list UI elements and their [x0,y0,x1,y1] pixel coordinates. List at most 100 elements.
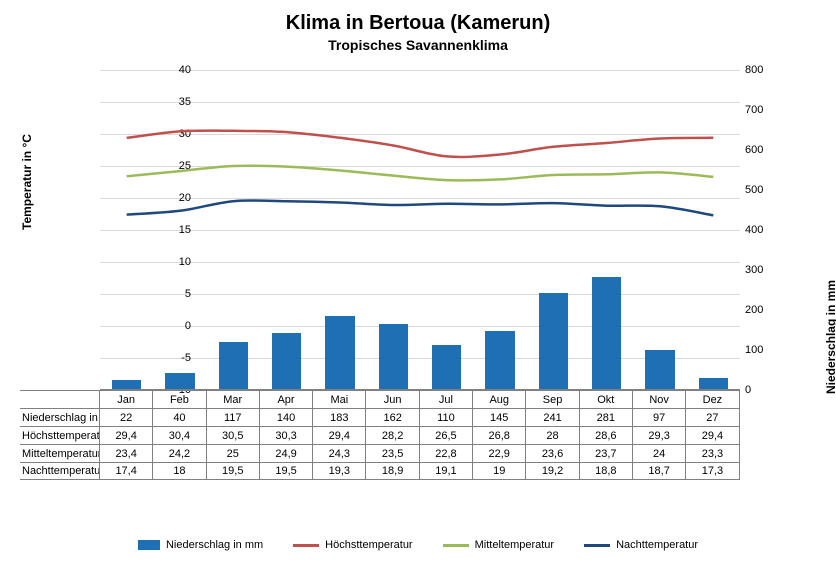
month-header: Aug [473,391,526,408]
table-cell: 23,3 [686,445,739,462]
table-cell: 29,4 [100,427,153,444]
table-cell: 23,5 [366,445,419,462]
month-header: Apr [260,391,313,408]
ytick-right: 0 [745,384,805,396]
table-cell: 28,6 [580,427,633,444]
table-cell: 18 [153,463,206,479]
table-cell: 162 [366,409,419,426]
ytick-right: 600 [745,144,805,156]
ytick-right: 300 [745,264,805,276]
month-header: Jun [366,391,419,408]
table-cell: 19,2 [526,463,579,479]
ytick-right: 200 [745,304,805,316]
legend-label: Mitteltemperatur [475,539,554,551]
table-cell: 29,3 [633,427,686,444]
ytick-right: 500 [745,184,805,196]
table-cell: 23,6 [526,445,579,462]
legend-item-high: Höchsttemperatur [293,539,412,551]
month-header: Okt [580,391,633,408]
table-row: Niederschlag in mm2240117140183162110145… [20,408,740,426]
table-cell: 22,9 [473,445,526,462]
legend-item-mean: Mitteltemperatur [443,539,554,551]
legend-swatch-line [584,544,610,547]
table-cell: 19,3 [313,463,366,479]
table-row: JanFebMarAprMaiJunJulAugSepOktNovDez [20,390,740,408]
table-cell: 110 [420,409,473,426]
legend-item-precip: Niederschlag in mm [138,539,263,551]
table-cell: 19,5 [207,463,260,479]
y-axis-left-label: Temperatur in °C [20,134,34,230]
table-cell: 22,8 [420,445,473,462]
table-cell: 23,7 [580,445,633,462]
table-cell: 281 [580,409,633,426]
table-cell: 24,9 [260,445,313,462]
month-header: Nov [633,391,686,408]
table-cell: 26,8 [473,427,526,444]
table-cell: 26,5 [420,427,473,444]
table-cell: 97 [633,409,686,426]
y-axis-right-label: Niederschlag in mm [824,280,836,394]
row-label: Mitteltemperatur [20,445,100,462]
table-cell: 145 [473,409,526,426]
legend-label: Höchsttemperatur [325,539,412,551]
ytick-right: 700 [745,104,805,116]
table-cell: 28,2 [366,427,419,444]
table-row: Mitteltemperatur23,424,22524,924,323,522… [20,444,740,462]
table-cell: 17,4 [100,463,153,479]
month-header: Mar [207,391,260,408]
line-mean [127,166,714,181]
table-cell: 18,9 [366,463,419,479]
legend-label: Niederschlag in mm [166,539,263,551]
month-header: Jul [420,391,473,408]
table-cell: 24,3 [313,445,366,462]
table-row: Nachttemperatur17,41819,519,519,318,919,… [20,462,740,480]
ytick-right: 800 [745,64,805,76]
table-cell: 19,5 [260,463,313,479]
table-cell: 25 [207,445,260,462]
month-header: Jan [100,391,153,408]
ytick-right: 400 [745,224,805,236]
table-cell: 117 [207,409,260,426]
chart-title: Klima in Bertoua (Kamerun) [0,0,836,35]
legend: Niederschlag in mm Höchsttemperatur Mittel… [0,539,836,551]
chart-container: Klima in Bertoua (Kamerun) Tropisches Sa… [0,0,836,575]
legend-swatch-bar [138,540,160,550]
month-header: Sep [526,391,579,408]
legend-swatch-line [293,544,319,547]
row-label: Nachttemperatur [20,463,100,479]
table-cell: 18,7 [633,463,686,479]
legend-swatch-line [443,544,469,547]
row-label: Höchsttemperatur [20,427,100,444]
month-header: Feb [153,391,206,408]
table-cell: 241 [526,409,579,426]
table-cell: 29,4 [313,427,366,444]
table-cell: 183 [313,409,366,426]
table-cell: 28 [526,427,579,444]
data-table: JanFebMarAprMaiJunJulAugSepOktNovDezNied… [20,390,740,480]
table-cell: 30,4 [153,427,206,444]
ytick-right: 100 [745,344,805,356]
line-high [127,131,714,157]
table-cell: 22 [100,409,153,426]
legend-label: Nachttemperatur [616,539,698,551]
chart-subtitle: Tropisches Savannenklima [0,35,836,53]
month-header: Dez [686,391,739,408]
table-cell: 27 [686,409,739,426]
row-label: Niederschlag in mm [20,409,100,426]
lines-group [100,70,740,390]
table-cell: 140 [260,409,313,426]
table-cell: 19 [473,463,526,479]
legend-item-low: Nachttemperatur [584,539,698,551]
table-cell: 40 [153,409,206,426]
table-cell: 23,4 [100,445,153,462]
row-label-empty [20,391,100,408]
table-cell: 24,2 [153,445,206,462]
month-header: Mai [313,391,366,408]
table-cell: 24 [633,445,686,462]
table-cell: 30,5 [207,427,260,444]
table-cell: 29,4 [686,427,739,444]
table-cell: 30,3 [260,427,313,444]
table-row: Höchsttemperatur29,430,430,530,329,428,2… [20,426,740,444]
table-cell: 18,8 [580,463,633,479]
line-low [127,200,714,215]
